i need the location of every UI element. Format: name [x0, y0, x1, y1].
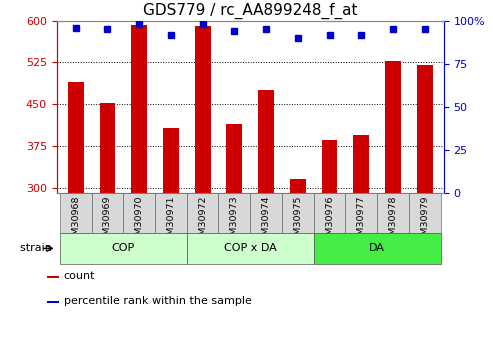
Bar: [377, 193, 409, 233]
Bar: [314, 233, 441, 264]
Text: GSM30973: GSM30973: [230, 195, 239, 247]
Title: GDS779 / rc_AA899248_f_at: GDS779 / rc_AA899248_f_at: [143, 3, 357, 19]
Bar: [187, 233, 314, 264]
Bar: [163, 128, 179, 193]
Bar: [47, 276, 59, 278]
Bar: [409, 193, 441, 233]
Bar: [321, 140, 337, 193]
Text: COP x DA: COP x DA: [224, 244, 277, 253]
Text: DA: DA: [369, 244, 385, 253]
Bar: [100, 103, 115, 193]
Text: GSM30979: GSM30979: [420, 195, 429, 247]
Bar: [47, 301, 59, 303]
Bar: [290, 179, 306, 193]
Bar: [385, 61, 401, 193]
Bar: [131, 24, 147, 193]
Bar: [417, 65, 432, 193]
Bar: [314, 193, 346, 233]
Text: strain: strain: [20, 244, 56, 253]
Bar: [195, 26, 211, 193]
Text: GSM30974: GSM30974: [262, 195, 271, 247]
Bar: [187, 193, 218, 233]
Bar: [92, 193, 123, 233]
Text: GSM30972: GSM30972: [198, 195, 207, 247]
Bar: [68, 82, 84, 193]
Bar: [218, 193, 250, 233]
Text: count: count: [64, 271, 95, 281]
Bar: [353, 135, 369, 193]
Text: GSM30971: GSM30971: [167, 195, 176, 247]
Bar: [155, 193, 187, 233]
Text: GSM30968: GSM30968: [71, 195, 80, 247]
Text: GSM30978: GSM30978: [388, 195, 397, 247]
Bar: [346, 193, 377, 233]
Text: GSM30977: GSM30977: [357, 195, 366, 247]
Bar: [258, 90, 274, 193]
Bar: [282, 193, 314, 233]
Bar: [250, 193, 282, 233]
Bar: [123, 193, 155, 233]
Bar: [60, 193, 92, 233]
Bar: [60, 233, 187, 264]
Text: GSM30975: GSM30975: [293, 195, 302, 247]
Text: GSM30969: GSM30969: [103, 195, 112, 247]
Text: GSM30976: GSM30976: [325, 195, 334, 247]
Text: COP: COP: [112, 244, 135, 253]
Bar: [226, 124, 242, 193]
Text: percentile rank within the sample: percentile rank within the sample: [64, 296, 251, 306]
Text: GSM30970: GSM30970: [135, 195, 143, 247]
